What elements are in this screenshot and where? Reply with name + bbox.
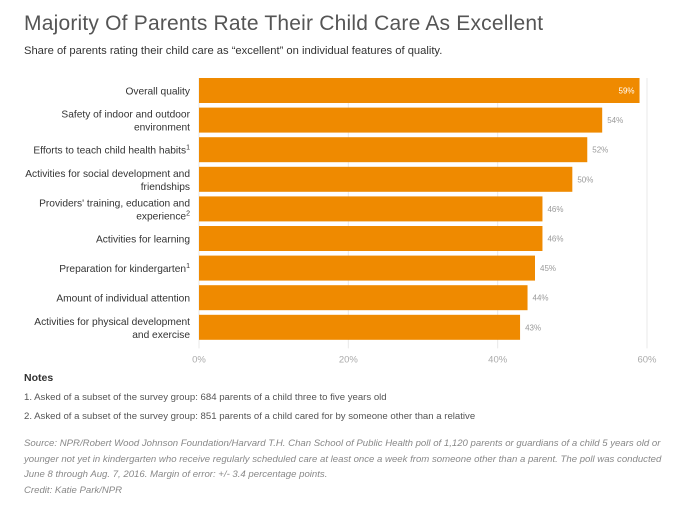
- value-label: 46%: [547, 205, 563, 214]
- bar: [199, 166, 573, 192]
- x-tick-label: 40%: [488, 354, 508, 365]
- category-label: Activities for learning: [96, 235, 190, 246]
- chart-subtitle: Share of parents rating their child care…: [24, 45, 443, 57]
- value-label: 45%: [540, 264, 556, 273]
- notes-section: Notes 1. Asked of a subset of the survey…: [24, 372, 664, 422]
- value-label: 43%: [525, 323, 541, 332]
- bar: [199, 285, 528, 311]
- bar: [199, 107, 603, 133]
- bar: [199, 78, 640, 103]
- value-label: 50%: [577, 175, 593, 184]
- category-label: Efforts to teach child health habits1: [33, 145, 190, 157]
- source-text: Source: NPR/Robert Wood Johnson Foundati…: [24, 438, 662, 480]
- chart-title: Majority Of Parents Rate Their Child Car…: [24, 12, 544, 35]
- bar: [199, 255, 535, 281]
- note-2: 2. Asked of a subset of the survey group…: [24, 411, 476, 422]
- notes-heading: Notes: [24, 372, 54, 384]
- credit-text: Credit: Katie Park/NPR: [24, 484, 123, 496]
- category-label: Providers' training, education and experi…: [39, 198, 190, 222]
- category-label: Safety of indoor and outdoor environment: [61, 110, 190, 134]
- x-tick-label: 20%: [339, 354, 359, 365]
- note-1: 1. Asked of a subset of the survey group…: [24, 392, 387, 403]
- value-label: 44%: [533, 294, 549, 303]
- bar: [199, 196, 543, 222]
- x-tick-label: 0%: [192, 354, 206, 365]
- bar: [199, 314, 521, 340]
- value-label: 54%: [607, 116, 623, 125]
- category-label: Overall quality: [125, 87, 190, 98]
- category-label: Amount of individual attention: [56, 294, 190, 305]
- category-label: Activities for physical development and e…: [34, 317, 190, 341]
- bar-chart: 0% 20% 40% 60% 59% Overall quality 54% Safety o…: [25, 78, 657, 365]
- source-section: Source: NPR/Robert Wood Johnson Foundati…: [24, 436, 664, 498]
- bar: [199, 226, 543, 251]
- x-tick-label: 60%: [637, 354, 657, 365]
- category-label: Activities for social development and fri…: [25, 169, 190, 193]
- category-label: Preparation for kindergarten1: [59, 263, 190, 275]
- value-label: 59%: [619, 87, 635, 96]
- value-label: 52%: [592, 146, 608, 155]
- bar: [199, 137, 588, 163]
- value-label: 46%: [547, 235, 563, 244]
